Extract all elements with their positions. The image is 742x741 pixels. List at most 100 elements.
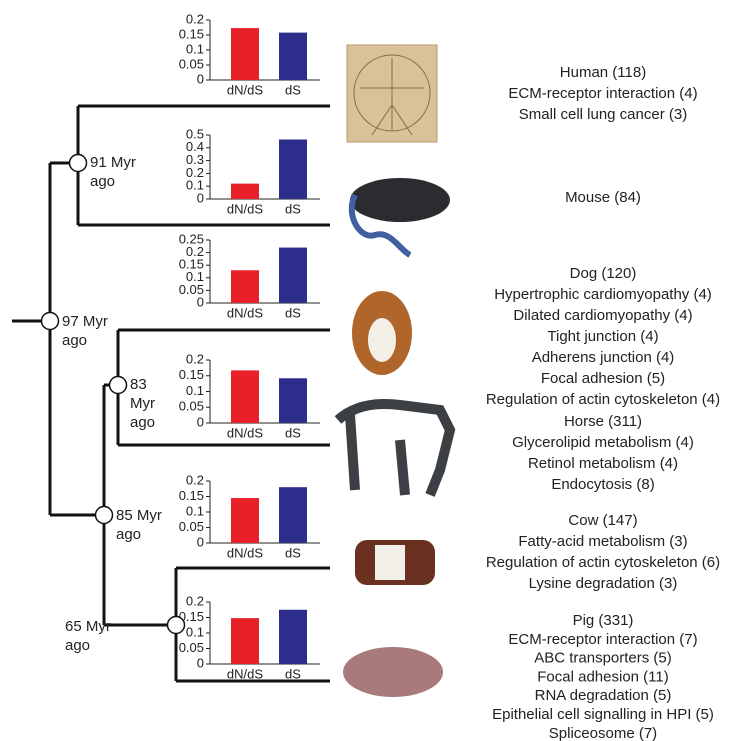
tree-node: [108, 375, 128, 395]
y-tick-label: 0.05: [179, 640, 204, 655]
pathway-label: Glycerolipid metabolism (4): [512, 434, 694, 451]
bar: [279, 609, 307, 664]
pathway-label: ECM-receptor interaction (7): [508, 631, 697, 648]
node-age-label: 83: [130, 376, 147, 393]
pathway-label: Regulation of actin cytoskeleton (6): [486, 554, 720, 571]
y-tick-label: 0.05: [179, 56, 204, 71]
pathway-label: Focal adhesion (5): [541, 370, 665, 387]
y-tick-label: 0: [197, 294, 204, 309]
pathway-label: Spliceosome (7): [549, 725, 657, 741]
y-tick-label: 0.15: [179, 257, 204, 272]
y-tick-label: 0.1: [186, 178, 204, 193]
pathway-label: Lysine degradation (3): [529, 575, 678, 592]
y-tick-label: 0.1: [186, 503, 204, 518]
y-tick-label: 0.15: [179, 367, 204, 382]
x-tick-label: dS: [285, 82, 301, 97]
x-tick-label: dN/dS: [227, 425, 263, 440]
node-age-label: Myr: [130, 395, 155, 412]
y-tick-label: 0: [197, 190, 204, 205]
species-name: Cow (147): [568, 512, 637, 529]
y-tick-label: 0: [197, 534, 204, 549]
bar: [231, 183, 259, 199]
y-tick-label: 0.05: [179, 282, 204, 297]
animal-images: [334, 44, 456, 697]
bar: [231, 28, 259, 81]
species-name: Mouse (84): [565, 189, 641, 206]
bar: [279, 247, 307, 303]
y-tick-label: 0.1: [186, 624, 204, 639]
y-tick-label: 0.3: [186, 152, 204, 167]
x-tick-label: dN/dS: [227, 305, 263, 320]
y-tick-label: 0.2: [186, 165, 204, 180]
x-tick-label: dN/dS: [227, 82, 263, 97]
species-name: Pig (331): [573, 612, 634, 629]
pathway-label: Adherens junction (4): [532, 349, 675, 366]
y-tick-label: 0.1: [186, 383, 204, 398]
node-age-label: ago: [116, 526, 141, 543]
node-age-label: ago: [65, 637, 90, 654]
y-tick-label: 0.5: [186, 126, 204, 141]
x-tick-label: dS: [285, 666, 301, 681]
species-name: Human (118): [560, 64, 646, 81]
x-tick-label: dN/dS: [227, 666, 263, 681]
x-tick-label: dN/dS: [227, 545, 263, 560]
species-name: Horse (311): [564, 413, 642, 430]
y-tick-label: 0.2: [186, 244, 204, 259]
y-tick-label: 0.2: [186, 593, 204, 608]
node-age-label: ago: [62, 332, 87, 349]
pathway-label: Epithelial cell signalling in HPI (5): [492, 706, 714, 723]
pathway-label: Fatty-acid metabolism (3): [518, 533, 687, 550]
pathway-label: Retinol metabolism (4): [528, 455, 678, 472]
pathway-label: Tight junction (4): [547, 328, 658, 345]
bar: [231, 498, 259, 543]
y-tick-label: 0.15: [179, 26, 204, 41]
y-tick-label: 0.4: [186, 139, 204, 154]
tree-node: [166, 615, 186, 635]
bar: [279, 487, 307, 543]
node-age-label: 65 Myr: [65, 618, 111, 635]
bar: [231, 370, 259, 423]
y-tick-label: 0.25: [179, 231, 204, 246]
pathway-label: Hypertrophic cardiomyopathy (4): [494, 286, 712, 303]
x-tick-label: dS: [285, 545, 301, 560]
y-tick-label: 0.2: [186, 11, 204, 26]
species-name: Dog (120): [570, 265, 637, 282]
tree-node: [40, 311, 60, 331]
y-tick-label: 0.2: [186, 351, 204, 366]
y-tick-label: 0.1: [186, 269, 204, 284]
pathway-label: Small cell lung cancer (3): [519, 106, 687, 123]
pathway-label: Dilated cardiomyopathy (4): [513, 307, 692, 324]
pathway-label: ECM-receptor interaction (4): [508, 85, 697, 102]
x-tick-label: dS: [285, 305, 301, 320]
node-age-label: 97 Myr: [62, 313, 108, 330]
bar: [231, 618, 259, 664]
x-tick-label: dS: [285, 425, 301, 440]
node-age-label: ago: [130, 414, 155, 431]
y-tick-label: 0.2: [186, 472, 204, 487]
y-tick-label: 0: [197, 655, 204, 670]
pathway-label: RNA degradation (5): [535, 687, 672, 704]
tree-node: [68, 153, 88, 173]
x-tick-label: dS: [285, 201, 301, 216]
y-tick-label: 0.15: [179, 488, 204, 503]
pathway-label: ABC transporters (5): [534, 650, 672, 667]
pathway-label: Regulation of actin cytoskeleton (4): [486, 391, 720, 408]
x-tick-label: dN/dS: [227, 201, 263, 216]
tree-node: [94, 505, 114, 525]
node-age-label: 91 Myr: [90, 154, 136, 171]
bar: [231, 270, 259, 303]
node-age-label: 85 Myr: [116, 507, 162, 524]
pathway-label: Focal adhesion (11): [537, 668, 668, 685]
bar: [279, 32, 307, 80]
y-tick-label: 0.1: [186, 41, 204, 56]
bar: [279, 139, 307, 199]
y-tick-label: 0: [197, 71, 204, 86]
y-tick-label: 0.05: [179, 399, 204, 414]
pathway-label: Endocytosis (8): [551, 476, 654, 493]
y-tick-label: 0.15: [179, 609, 204, 624]
y-tick-label: 0.05: [179, 519, 204, 534]
node-age-label: ago: [90, 173, 115, 190]
y-tick-label: 0: [197, 414, 204, 429]
bar: [279, 378, 307, 423]
